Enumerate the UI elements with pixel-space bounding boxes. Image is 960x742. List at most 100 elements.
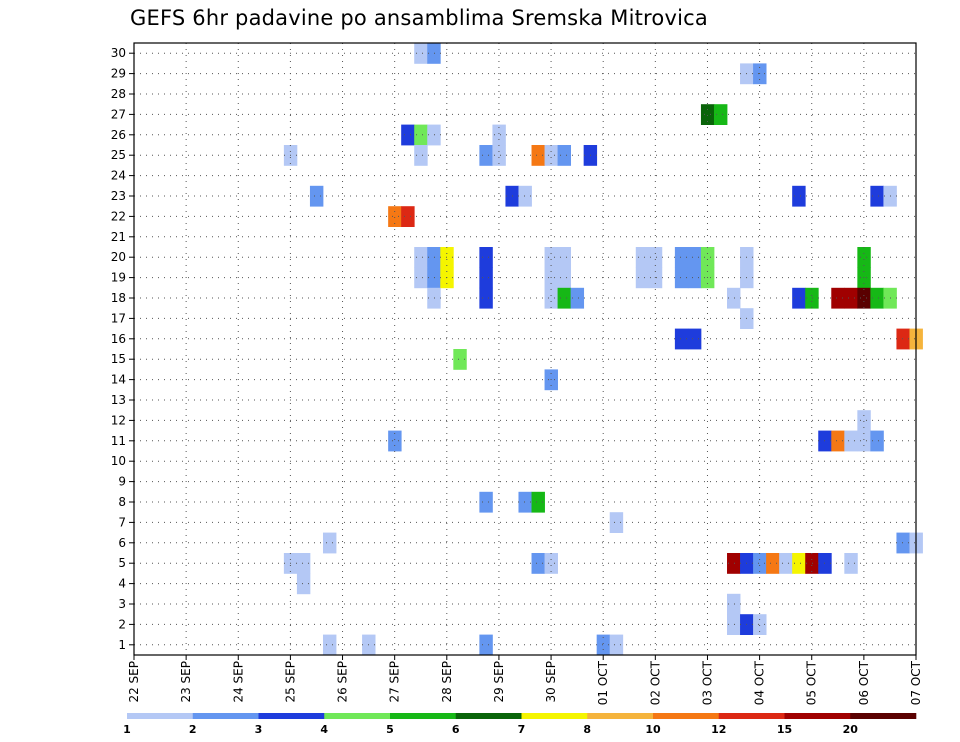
- plot-frame: [133, 42, 917, 656]
- heatmap-cell: [727, 287, 741, 309]
- heatmap-cell: [388, 206, 402, 227]
- y-tick-label: 2: [118, 617, 126, 631]
- heatmap-cell: [753, 614, 767, 635]
- heatmap-cell: [857, 287, 871, 309]
- colorbar-label: 6: [452, 723, 460, 736]
- x-tick-label: 06 OCT: [857, 660, 871, 705]
- heatmap-cell: [479, 491, 493, 513]
- heatmap-cell: [727, 553, 741, 574]
- x-tick-label: 30 SEP: [544, 661, 558, 703]
- heatmap-cell: [635, 267, 650, 289]
- colorbar-swatch: [784, 713, 851, 719]
- heatmap-cell: [700, 104, 715, 125]
- colorbar-label: 12: [711, 723, 726, 736]
- y-tick-label: 7: [118, 515, 126, 529]
- heatmap-cell: [492, 124, 506, 146]
- colorbar-swatch: [127, 713, 194, 719]
- heatmap-cell: [531, 553, 545, 574]
- heatmap-cell: [635, 247, 650, 268]
- heatmap-cell: [753, 553, 767, 574]
- heatmap-cell: [700, 247, 715, 268]
- colorbar-swatch: [192, 713, 259, 719]
- y-tick-label: 20: [111, 250, 126, 264]
- colorbar-label: 8: [583, 723, 591, 736]
- y-tick-label: 8: [118, 495, 126, 509]
- heatmap-cell: [609, 512, 624, 533]
- y-tick-label: 29: [111, 67, 126, 81]
- heatmap-cell: [427, 43, 441, 64]
- heatmap-cell: [453, 349, 467, 370]
- heatmap-cell: [557, 267, 572, 289]
- y-tick-label: 21: [111, 230, 126, 244]
- heatmap-cell: [870, 185, 884, 207]
- colorbar-swatch: [653, 713, 720, 719]
- heatmap-cell: [414, 247, 428, 268]
- x-tick-label: 07 OCT: [909, 660, 923, 705]
- colorbar-label: 10: [645, 723, 661, 736]
- heatmap-cell: [401, 206, 415, 227]
- y-tick-label: 1: [118, 638, 126, 652]
- cells-layer: [283, 43, 923, 656]
- colorbar-label: 2: [189, 723, 197, 736]
- heatmap-cell: [674, 247, 689, 268]
- heatmap-cell: [479, 145, 493, 166]
- heatmap-cell: [401, 124, 415, 146]
- y-tick-label: 19: [111, 271, 126, 285]
- y-tick-label: 24: [111, 169, 126, 183]
- x-axis: 22 SEP 23 SEP 24 SEP 25 SEP 26 SEP 27 SEP 28 S…: [127, 655, 923, 705]
- heatmap-cell: [296, 573, 311, 595]
- heatmap-cell: [427, 287, 441, 309]
- colorbar-label: 20: [843, 723, 859, 736]
- y-tick-label: 5: [118, 556, 126, 570]
- heatmap-cell: [687, 267, 702, 289]
- grid-layer: [134, 43, 916, 655]
- heatmap-cell: [713, 104, 728, 125]
- colorbar-swatch: [718, 713, 785, 719]
- heatmap-cell: [479, 267, 493, 289]
- heatmap-cell: [779, 553, 793, 574]
- y-tick-label: 3: [118, 597, 126, 611]
- heatmap-cell: [648, 247, 663, 268]
- y-tick-label: 30: [111, 46, 126, 60]
- colorbar-swatch: [455, 713, 522, 719]
- heatmap-cell: [414, 43, 428, 64]
- y-tick-label: 12: [111, 413, 126, 427]
- heatmap-cell: [322, 532, 337, 554]
- colorbar-swatch: [521, 713, 588, 719]
- x-tick-label: 03 OCT: [700, 660, 714, 705]
- x-tick-label: 23 SEP: [179, 661, 193, 703]
- heatmap-cell: [674, 267, 689, 289]
- y-tick-label: 4: [118, 577, 126, 591]
- heatmap-cell: [388, 430, 402, 452]
- heatmap-cell: [544, 145, 558, 166]
- x-tick-label: 28 SEP: [440, 661, 454, 703]
- chart-title: GEFS 6hr padavine po ansamblima Sremska …: [130, 6, 708, 30]
- heatmap-cell: [857, 430, 871, 452]
- heatmap-cell: [309, 185, 324, 207]
- heatmap-cell: [479, 287, 493, 309]
- x-tick-label: 25 SEP: [283, 661, 297, 703]
- x-tick-label: 04 OCT: [753, 660, 767, 705]
- heatmap-cell: [844, 430, 858, 452]
- heatmap-cell: [792, 553, 806, 574]
- heatmap-cell: [596, 634, 611, 656]
- colorbar-label: 7: [518, 723, 526, 736]
- heatmap-cell: [414, 124, 428, 146]
- y-tick-label: 13: [111, 393, 126, 407]
- heatmap-cell: [896, 532, 910, 554]
- colorbar-label: 4: [320, 723, 328, 736]
- heatmap-cell: [570, 287, 585, 309]
- y-axis: 1234567891011121314151617181920212223242…: [111, 46, 134, 652]
- heatmap-cell: [531, 491, 545, 513]
- x-tick-label: 26 SEP: [336, 661, 350, 703]
- heatmap-cell: [805, 553, 819, 574]
- heatmap-cell: [544, 247, 558, 268]
- x-tick-label: 02 OCT: [648, 660, 662, 705]
- heatmap-cell: [322, 634, 337, 656]
- heatmap-cell: [479, 634, 493, 656]
- heatmap-cell: [518, 185, 532, 207]
- y-tick-label: 27: [111, 107, 126, 121]
- heatmap-cell: [792, 287, 806, 309]
- y-tick-label: 15: [111, 352, 126, 366]
